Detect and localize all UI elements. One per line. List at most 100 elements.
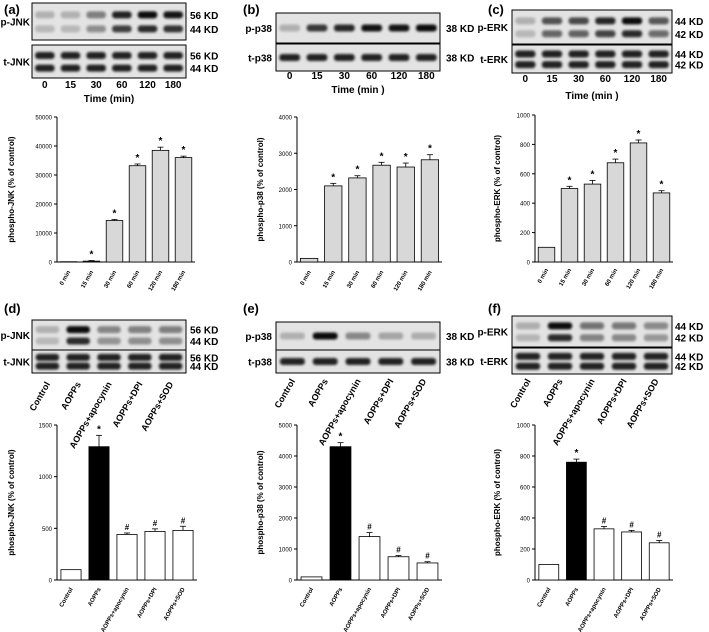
blot-lane-label: 0 <box>287 71 293 82</box>
blot-band <box>66 326 90 334</box>
y-axis-label: phospho-p38 (% of control) <box>256 137 265 241</box>
y-tick-label: 600 <box>520 486 531 492</box>
bar <box>387 556 410 581</box>
blot-band <box>621 50 643 58</box>
blot-row-label: p-ERK <box>477 23 508 34</box>
y-tick-label: 1000 <box>517 114 531 120</box>
kd-label: 44 KD <box>190 362 218 373</box>
x-tick-label: AOPPs+DPI <box>380 587 402 620</box>
kd-label: 44 KD <box>675 352 703 363</box>
x-tick-label: AOPPs+apocynin <box>343 587 373 632</box>
significance-mark: # <box>425 552 430 561</box>
bar <box>348 177 367 263</box>
blot-band <box>579 322 605 330</box>
blot-band <box>621 61 643 69</box>
x-tick-label: 180 min <box>649 268 666 291</box>
y-tick-label: 1000 <box>279 224 293 230</box>
blot-row-label: t-ERK <box>480 55 509 66</box>
kd-label: 44 KD <box>675 17 703 28</box>
kd-label: 38 KD <box>446 332 474 343</box>
significance-mark: # <box>181 516 186 525</box>
y-tick-label: 400 <box>520 517 531 523</box>
significance-mark: * <box>380 151 384 162</box>
blot-band <box>97 326 121 334</box>
bar <box>566 461 587 581</box>
y-tick-label: 1500 <box>39 424 53 430</box>
x-tick-label: 15 min <box>559 268 574 288</box>
y-tick-label: 800 <box>520 143 531 149</box>
blot-band <box>515 322 541 330</box>
blot-band <box>279 54 301 61</box>
kd-label: 56 KD <box>190 52 218 63</box>
blot-band <box>643 322 669 330</box>
kd-label: 44 KD <box>190 64 218 75</box>
y-tick-label: 500 <box>42 527 53 533</box>
significance-mark: * <box>660 180 664 191</box>
kd-label: 42 KD <box>675 362 703 373</box>
blot-band <box>378 358 404 365</box>
blot-band <box>279 332 305 340</box>
x-tick-label: 60 min <box>605 268 620 288</box>
blot-row-label: p-JNK <box>1 18 31 29</box>
kd-label: 44 KD <box>675 322 703 333</box>
y-axis-label: phospho-ERK (% of control) <box>493 135 502 242</box>
blot-band <box>515 17 536 25</box>
blot-lane-label: 15 <box>65 80 77 91</box>
blot-band <box>312 332 338 340</box>
bar <box>299 257 319 263</box>
blot-frame <box>31 2 187 41</box>
y-tick-label: 200 <box>520 548 531 554</box>
blot-frame <box>31 44 187 79</box>
panel-letter: (b) <box>243 2 260 17</box>
blot-band <box>35 362 60 370</box>
blot-band <box>137 11 158 19</box>
blot-band <box>388 24 410 32</box>
blot-band <box>595 50 616 58</box>
x-tick-label: 120 min <box>148 270 165 293</box>
blot-lane-label: 60 <box>116 80 128 91</box>
y-tick-label: 0 <box>289 261 293 267</box>
y-tick-label: 0 <box>289 579 293 585</box>
bar <box>372 164 391 263</box>
blot-band <box>568 50 589 58</box>
y-axis-label: phospho-JNK (% of control) <box>7 136 16 243</box>
panel-letter: (a) <box>4 2 20 17</box>
blot-band <box>541 50 563 58</box>
significance-mark: * <box>614 148 618 159</box>
blot-band <box>579 352 605 360</box>
blot-lane-label: AOPPs <box>306 377 330 408</box>
blot-band <box>345 358 371 365</box>
y-tick-label: 4000 <box>279 116 293 122</box>
bar <box>560 188 579 263</box>
panel-b: (b) p-p38 38 KD t-p38 38 KD 0 15 30 60 120 180 Time… <box>243 2 474 292</box>
bar <box>329 446 352 581</box>
significance-mark: * <box>331 172 335 183</box>
blot-band <box>35 64 55 72</box>
panel-letter: (c) <box>488 2 504 17</box>
blot-band <box>378 332 404 340</box>
blot-band <box>86 25 106 33</box>
blot-band <box>97 353 121 361</box>
blot-time-label: Time (min ) <box>331 85 384 96</box>
blot-band <box>158 362 183 370</box>
blot-band <box>60 25 81 33</box>
bar <box>537 246 556 263</box>
y-tick-label: 1000 <box>39 475 53 481</box>
y-tick-label: 1000 <box>279 548 293 554</box>
kd-label: 56 KD <box>190 353 218 364</box>
bar <box>652 192 671 263</box>
blot-band <box>112 25 132 33</box>
blot-lane-label: 180 <box>418 71 435 82</box>
blot-band <box>137 64 158 72</box>
significance-mark: # <box>629 520 634 529</box>
blot-band <box>158 326 183 334</box>
blot-lane-label: AOPPs+SOD <box>392 377 429 430</box>
x-tick-label: Control <box>537 587 553 609</box>
x-tick-label: 15 min <box>322 270 337 290</box>
blot-row-label: p-ERK <box>477 328 508 339</box>
blot-row-label: t-JNK <box>3 58 30 69</box>
bar <box>82 260 101 263</box>
